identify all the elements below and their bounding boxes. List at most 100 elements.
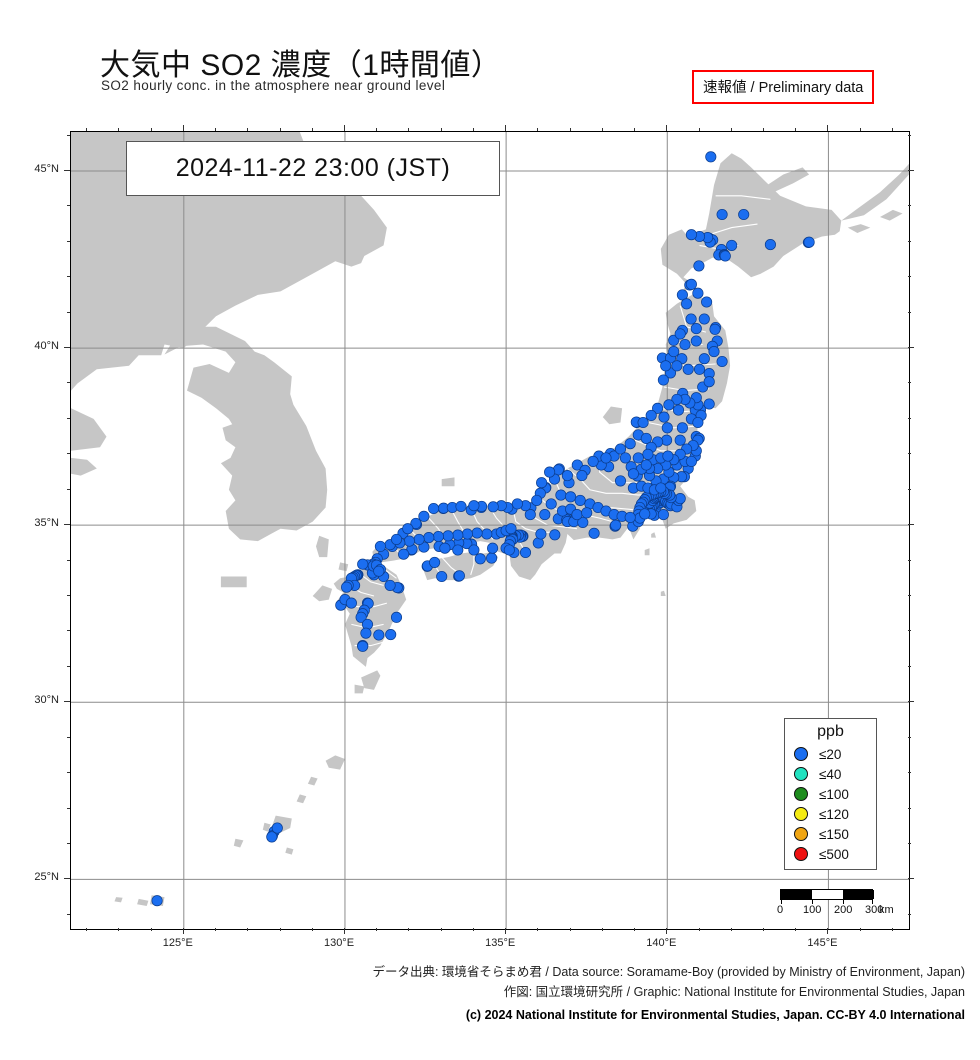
station-point[interactable]	[561, 470, 573, 482]
station-point[interactable]	[679, 338, 691, 351]
station-point[interactable]	[690, 335, 702, 347]
station-point[interactable]	[487, 542, 499, 554]
station-point[interactable]	[674, 328, 686, 340]
station-point[interactable]	[671, 393, 683, 405]
station-point[interactable]	[588, 527, 600, 539]
legend-item-5[interactable]: ≤500	[785, 844, 876, 864]
station-point[interactable]	[674, 493, 686, 505]
station-point[interactable]	[471, 527, 483, 539]
station-point[interactable]	[442, 530, 454, 542]
station-point[interactable]	[266, 831, 278, 843]
station-point[interactable]	[685, 278, 697, 290]
station-point[interactable]	[600, 452, 612, 464]
station-point[interactable]	[432, 530, 444, 543]
station-point[interactable]	[549, 529, 561, 541]
station-point[interactable]	[693, 363, 706, 375]
station-point[interactable]	[524, 509, 536, 521]
station-point[interactable]	[693, 260, 705, 272]
station-point[interactable]	[539, 509, 551, 521]
station-point[interactable]	[719, 250, 731, 262]
station-point[interactable]	[461, 528, 473, 540]
station-point[interactable]	[640, 459, 652, 471]
station-point[interactable]	[536, 477, 548, 489]
station-point[interactable]	[455, 500, 467, 512]
station-point[interactable]	[571, 509, 583, 521]
station-point[interactable]	[660, 360, 672, 372]
station-point[interactable]	[705, 151, 717, 163]
station-point[interactable]	[640, 432, 652, 444]
station-point[interactable]	[360, 627, 372, 639]
station-point[interactable]	[423, 532, 435, 544]
station-point[interactable]	[413, 533, 425, 545]
station-point[interactable]	[642, 448, 654, 460]
station-point[interactable]	[624, 438, 636, 450]
station-point[interactable]	[637, 416, 649, 429]
legend-item-1[interactable]: ≤40	[785, 764, 876, 784]
station-point[interactable]	[410, 517, 422, 529]
station-point[interactable]	[402, 523, 414, 535]
station-point[interactable]	[519, 546, 532, 559]
station-point[interactable]	[681, 298, 693, 310]
station-point[interactable]	[577, 516, 589, 528]
station-point[interactable]	[652, 402, 664, 414]
station-point[interactable]	[657, 509, 669, 521]
station-point[interactable]	[390, 611, 403, 623]
station-point[interactable]	[645, 409, 657, 421]
station-point[interactable]	[468, 544, 480, 556]
station-point[interactable]	[355, 611, 367, 623]
station-point[interactable]	[692, 287, 704, 299]
station-point[interactable]	[624, 511, 636, 523]
station-point[interactable]	[610, 519, 622, 531]
station-point[interactable]	[452, 529, 464, 541]
station-point[interactable]	[385, 629, 397, 641]
station-point[interactable]	[685, 229, 697, 241]
station-point[interactable]	[685, 455, 697, 467]
station-point[interactable]	[655, 482, 667, 494]
station-point[interactable]	[503, 544, 515, 556]
station-point[interactable]	[398, 548, 410, 560]
station-point[interactable]	[690, 323, 702, 335]
station-point[interactable]	[682, 363, 694, 375]
station-point[interactable]	[474, 553, 486, 565]
station-point[interactable]	[418, 510, 430, 522]
station-point[interactable]	[701, 296, 713, 308]
station-point[interactable]	[662, 450, 674, 462]
station-point[interactable]	[726, 239, 738, 251]
station-point[interactable]	[738, 208, 750, 221]
station-point[interactable]	[436, 570, 448, 583]
station-point[interactable]	[357, 558, 369, 570]
station-point[interactable]	[709, 323, 721, 335]
station-point[interactable]	[614, 475, 627, 487]
station-point[interactable]	[565, 491, 577, 503]
station-point[interactable]	[692, 416, 704, 429]
station-point[interactable]	[555, 489, 567, 501]
station-point[interactable]	[341, 581, 353, 593]
station-point[interactable]	[614, 443, 627, 455]
station-point[interactable]	[535, 528, 547, 540]
station-point[interactable]	[511, 498, 523, 510]
station-point[interactable]	[545, 498, 557, 510]
station-point[interactable]	[764, 239, 776, 251]
station-point[interactable]	[674, 434, 686, 446]
station-point[interactable]	[581, 507, 593, 519]
station-point[interactable]	[481, 528, 493, 540]
station-point[interactable]	[486, 552, 498, 564]
station-point[interactable]	[661, 434, 673, 446]
station-point[interactable]	[676, 422, 688, 434]
station-point[interactable]	[151, 895, 163, 907]
legend-item-3[interactable]: ≤120	[785, 804, 876, 824]
station-point[interactable]	[803, 236, 815, 248]
station-point[interactable]	[452, 544, 464, 556]
station-point[interactable]	[345, 597, 357, 609]
station-point[interactable]	[658, 411, 670, 423]
station-point[interactable]	[576, 470, 588, 482]
station-point[interactable]	[685, 313, 697, 325]
legend-item-2[interactable]: ≤100	[785, 784, 876, 804]
station-point[interactable]	[639, 508, 651, 520]
station-point[interactable]	[672, 404, 685, 416]
map-plot-area[interactable]	[70, 131, 910, 930]
station-point[interactable]	[708, 346, 720, 358]
station-point[interactable]	[505, 523, 517, 535]
station-point[interactable]	[716, 208, 728, 221]
station-point[interactable]	[703, 398, 715, 410]
